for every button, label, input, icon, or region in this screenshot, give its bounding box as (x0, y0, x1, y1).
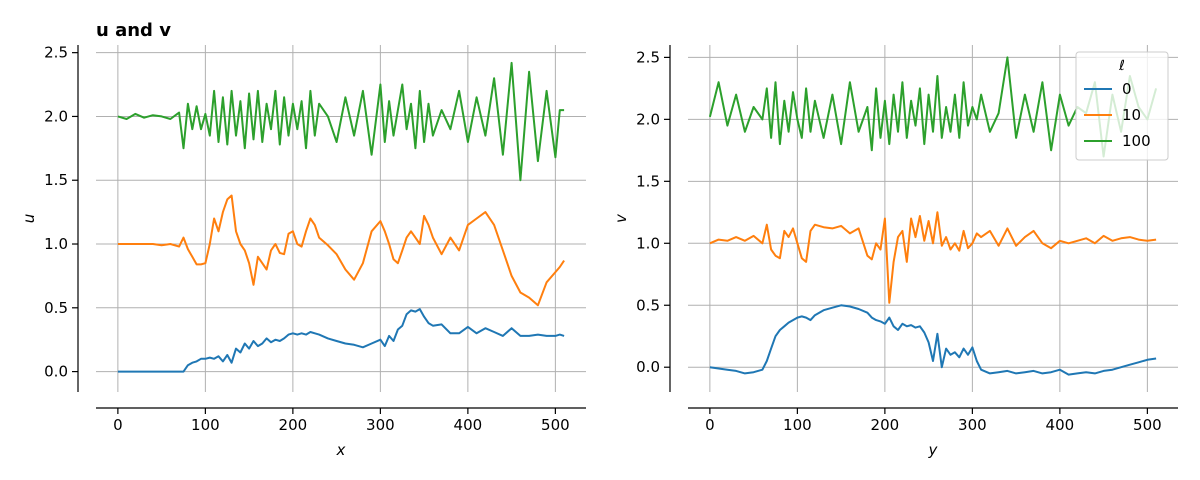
y-tick-label: 0.0 (636, 358, 660, 376)
y-tick-label: 2.5 (636, 48, 660, 66)
x-axis-label: y (928, 441, 939, 459)
y-tick-label: 0.5 (44, 299, 68, 317)
series-line-100 (117, 61, 565, 182)
y-tick-label: 2.0 (44, 107, 68, 125)
y-tick-label: 2.0 (636, 110, 660, 128)
legend-title: ℓ (1118, 58, 1125, 74)
y-tick-label: 0.5 (636, 296, 660, 314)
x-tick-label: 300 (958, 416, 987, 434)
x-tick-label: 0 (705, 416, 715, 434)
legend-label-10: 10 (1122, 106, 1141, 124)
series-line-100 (708, 56, 1158, 158)
chart-v: 0 100 200 300 400 500 0.0 0.5 1.0 1.5 2.0 2.5 y v ℓ 0 10… (612, 45, 1178, 459)
legend-box (1075, 51, 1169, 161)
y-tick-label: 0.0 (44, 363, 68, 381)
x-tick-label: 500 (1133, 416, 1162, 434)
y-tick-label: 1.0 (636, 234, 660, 252)
legend-label-100: 100 (1122, 132, 1151, 150)
series-line-10 (117, 194, 565, 307)
x-tick-label: 500 (541, 416, 570, 434)
y-tick-label: 1.5 (636, 172, 660, 190)
y-tick-label: 1.5 (44, 171, 68, 189)
series-line-0 (709, 304, 1157, 376)
x-tick-label: 100 (191, 416, 220, 434)
y-axis-label: v (612, 213, 630, 223)
chart-u: 0 100 200 300 400 500 0.0 0.5 1.0 1.5 2.0 2.5 x u u an… (20, 20, 586, 459)
x-tick-label: 200 (279, 416, 308, 434)
y-tick-label: 1.0 (44, 235, 68, 253)
chart-title: u and v (96, 20, 171, 41)
series-line-10 (709, 211, 1157, 304)
x-tick-label: 300 (366, 416, 395, 434)
x-tick-label: 0 (113, 416, 123, 434)
x-tick-label: 400 (454, 416, 483, 434)
x-tick-label: 100 (783, 416, 812, 434)
legend: ℓ 0 10 100 (1075, 51, 1169, 161)
y-axis-label: u (20, 214, 38, 224)
series-line-0 (117, 308, 565, 373)
x-tick-label: 200 (871, 416, 900, 434)
y-tick-label: 2.5 (44, 44, 68, 62)
x-tick-label: 400 (1046, 416, 1075, 434)
legend-label-0: 0 (1122, 80, 1132, 98)
x-axis-label: x (336, 441, 346, 459)
